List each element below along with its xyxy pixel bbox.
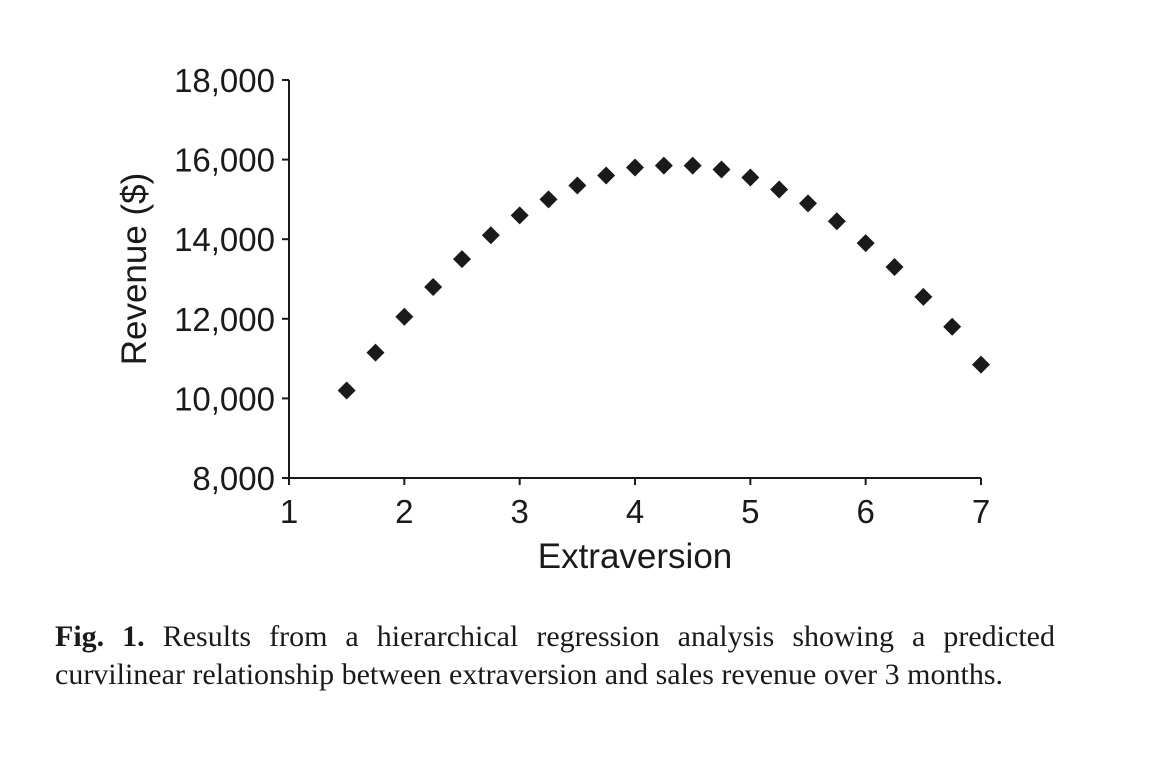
figure-caption: Fig. 1. Results from a hierarchical regr… — [55, 618, 1055, 694]
x-tick-label: 4 — [626, 493, 644, 530]
data-point — [568, 176, 587, 195]
x-axis-title: Extraversion — [538, 537, 733, 576]
data-point — [337, 381, 356, 400]
x-tick-label: 3 — [510, 493, 528, 530]
data-point — [510, 206, 529, 225]
data-point — [395, 307, 414, 326]
data-point — [683, 156, 702, 175]
data-point — [885, 258, 904, 277]
data-points — [337, 156, 990, 400]
y-tick-label: 8,000 — [192, 460, 275, 497]
data-point — [453, 250, 471, 269]
y-tick-label: 18,000 — [174, 62, 275, 99]
scatter-chart: 8,000 10,000 12,000 14,000 16,000 18,000 1 2 3 4… — [115, 62, 990, 576]
y-axis-title: Revenue ($) — [115, 173, 154, 366]
data-point — [597, 166, 616, 185]
x-tick-label: 7 — [972, 493, 990, 530]
data-point — [539, 190, 558, 209]
data-point — [712, 160, 731, 179]
x-tick-label: 1 — [280, 493, 298, 530]
y-tick-label: 10,000 — [174, 380, 275, 417]
x-ticks: 1 2 3 4 5 6 7 — [280, 478, 990, 530]
y-ticks: 8,000 10,000 12,000 14,000 16,000 18,000 — [174, 62, 289, 497]
figure-caption-text: Results from a hierarchical regression a… — [55, 620, 1055, 691]
figure-label: Fig. 1. — [55, 620, 145, 653]
data-point — [943, 317, 962, 336]
y-tick-label: 12,000 — [174, 301, 275, 338]
data-point — [770, 180, 789, 199]
x-tick-label: 5 — [741, 493, 759, 530]
data-point — [366, 343, 385, 362]
data-point — [972, 355, 990, 374]
data-point — [626, 158, 644, 177]
y-tick-label: 16,000 — [174, 142, 275, 179]
data-point — [914, 287, 933, 306]
data-point — [741, 168, 760, 187]
data-point — [799, 194, 817, 213]
data-point — [481, 226, 500, 245]
y-tick-label: 14,000 — [174, 221, 275, 258]
x-tick-label: 6 — [856, 493, 874, 530]
data-point — [827, 212, 846, 231]
data-point — [856, 234, 875, 253]
x-tick-label: 2 — [395, 493, 413, 530]
data-point — [424, 277, 443, 296]
data-point — [654, 156, 673, 175]
